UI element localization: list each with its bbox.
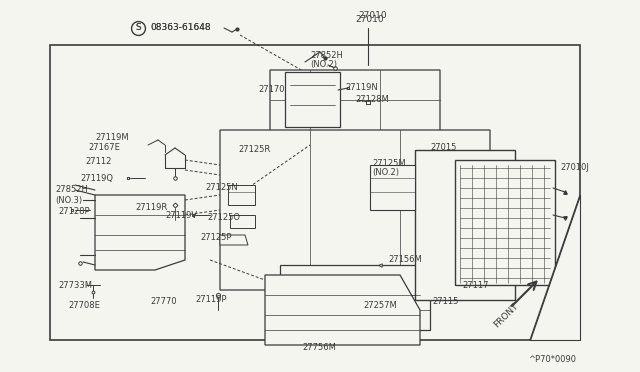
Text: 27125N: 27125N: [205, 183, 237, 192]
Text: 27119R: 27119R: [135, 203, 167, 212]
Bar: [415, 150, 515, 300]
Text: 27170: 27170: [258, 86, 285, 94]
Polygon shape: [265, 275, 420, 345]
Bar: [50, 45, 580, 340]
Text: S: S: [135, 23, 141, 32]
Bar: [285, 72, 340, 127]
Text: 27852H: 27852H: [310, 51, 343, 60]
Text: (NO.3): (NO.3): [55, 196, 82, 205]
Text: (NO.2): (NO.2): [372, 169, 399, 177]
Text: 27015: 27015: [430, 144, 456, 153]
Text: 27119V: 27119V: [165, 211, 197, 219]
Text: 27115: 27115: [432, 298, 458, 307]
Text: 27010: 27010: [358, 12, 387, 20]
Text: S: S: [136, 23, 141, 32]
Polygon shape: [220, 235, 248, 245]
Text: 27125M: 27125M: [372, 158, 406, 167]
Text: 27112: 27112: [85, 157, 111, 167]
Text: 08363-61648: 08363-61648: [150, 23, 211, 32]
Text: 27156M: 27156M: [388, 256, 422, 264]
Text: 27852H: 27852H: [55, 186, 88, 195]
Text: 27733M: 27733M: [58, 280, 92, 289]
Text: 27125R: 27125R: [238, 145, 270, 154]
Text: 27119M: 27119M: [95, 134, 129, 142]
Text: 27119Q: 27119Q: [80, 173, 113, 183]
Text: 27117: 27117: [462, 280, 488, 289]
Text: 27128M: 27128M: [355, 96, 388, 105]
Text: 08363-61648: 08363-61648: [150, 23, 211, 32]
Polygon shape: [230, 215, 255, 228]
Text: 27125O: 27125O: [207, 214, 240, 222]
Text: 27128P: 27128P: [58, 208, 90, 217]
Polygon shape: [270, 70, 440, 145]
Text: 27708E: 27708E: [68, 301, 100, 310]
Polygon shape: [280, 265, 430, 330]
Text: (NO.2): (NO.2): [310, 61, 337, 70]
Polygon shape: [95, 195, 185, 270]
Polygon shape: [228, 185, 255, 205]
Polygon shape: [530, 195, 580, 340]
Text: 27756M: 27756M: [302, 343, 336, 353]
Text: 27010: 27010: [355, 16, 383, 25]
Text: 27119N: 27119N: [345, 83, 378, 93]
Text: 27125P: 27125P: [200, 234, 232, 243]
Polygon shape: [370, 165, 415, 210]
Polygon shape: [220, 130, 490, 290]
Text: ^P70*0090: ^P70*0090: [528, 356, 576, 365]
Text: 27770: 27770: [150, 298, 177, 307]
Text: 27257M: 27257M: [363, 301, 397, 310]
Bar: [455, 160, 555, 285]
Text: FRONT: FRONT: [492, 301, 520, 329]
Text: 27010J: 27010J: [560, 164, 589, 173]
Text: 27119P: 27119P: [195, 295, 227, 305]
Text: 27167E: 27167E: [88, 144, 120, 153]
